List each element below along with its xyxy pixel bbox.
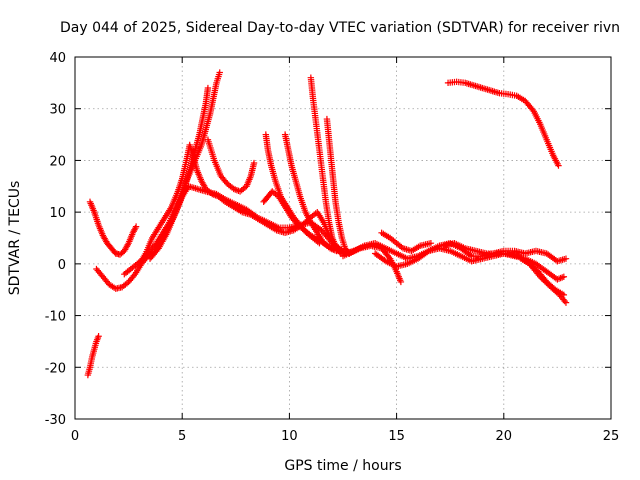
data-point-marker [529, 106, 536, 114]
series-arc-spike-10 [281, 131, 340, 255]
x-axis-title: GPS time / hours [284, 458, 401, 474]
series-arc-spike-11 [307, 74, 349, 257]
x-tick-label: 10 [281, 429, 298, 444]
chart-title: Day 044 of 2025, Sidereal Day-to-day VTE… [60, 20, 620, 36]
series-arc-late-dip-2 [517, 255, 568, 299]
series-arc-start-12 [86, 198, 140, 258]
data-point-marker [216, 69, 223, 76]
series-arc-early-neg [84, 333, 102, 379]
axis-ticks: 0 5 10 15 20 25 -30 -20 -10 0 10 20 30 40 [45, 51, 620, 444]
data-point-marker [562, 299, 570, 306]
data-point-marker [381, 256, 388, 264]
x-tick-label: 15 [388, 429, 405, 444]
data-point-marker [204, 84, 212, 92]
x-tick-label: 0 [71, 429, 79, 444]
series-arc-high-35 [444, 78, 562, 169]
data-point-marker [560, 291, 568, 299]
x-tick-label: 5 [178, 429, 186, 444]
y-axis-title: SDTVAR / TECUs [7, 181, 23, 296]
data-point-marker [132, 223, 140, 230]
y-tick-label: 20 [49, 154, 66, 169]
data-point-marker [385, 254, 393, 261]
data-point-marker [333, 247, 340, 255]
series-arc-7-to-20 [204, 136, 258, 195]
data-point-marker [250, 159, 258, 167]
y-tick-label: 40 [49, 51, 66, 66]
y-tick-label: -30 [45, 413, 66, 428]
data-point-marker [557, 274, 564, 282]
data-point-marker [424, 248, 431, 256]
data-point-marker [95, 333, 102, 340]
data-point-marker [252, 213, 259, 220]
y-tick-label: 10 [49, 206, 66, 221]
series-arc-flat-3 [378, 229, 435, 255]
grid-lines [75, 57, 611, 419]
data-markers [84, 69, 570, 379]
data-point-marker [555, 162, 562, 169]
y-tick-label: -20 [45, 361, 66, 376]
plot-frame [74, 56, 612, 420]
data-point-marker [562, 255, 570, 262]
series-arc-spike-11b [323, 115, 353, 257]
x-tick-label: 25 [603, 429, 620, 444]
y-tick-label: -10 [45, 310, 66, 325]
y-tick-label: 30 [49, 103, 66, 118]
data-point-marker [466, 251, 474, 259]
data-point-marker [427, 239, 435, 247]
y-tick-label: 0 [58, 258, 66, 273]
series-arc-peak-37 [121, 69, 223, 278]
data-point-marker [560, 273, 568, 280]
data-point-marker [154, 246, 161, 254]
data-point-marker [336, 249, 343, 256]
series-arc-spike-9 [262, 131, 323, 247]
data-point-marker [397, 278, 405, 286]
x-tick-label: 20 [496, 429, 513, 444]
